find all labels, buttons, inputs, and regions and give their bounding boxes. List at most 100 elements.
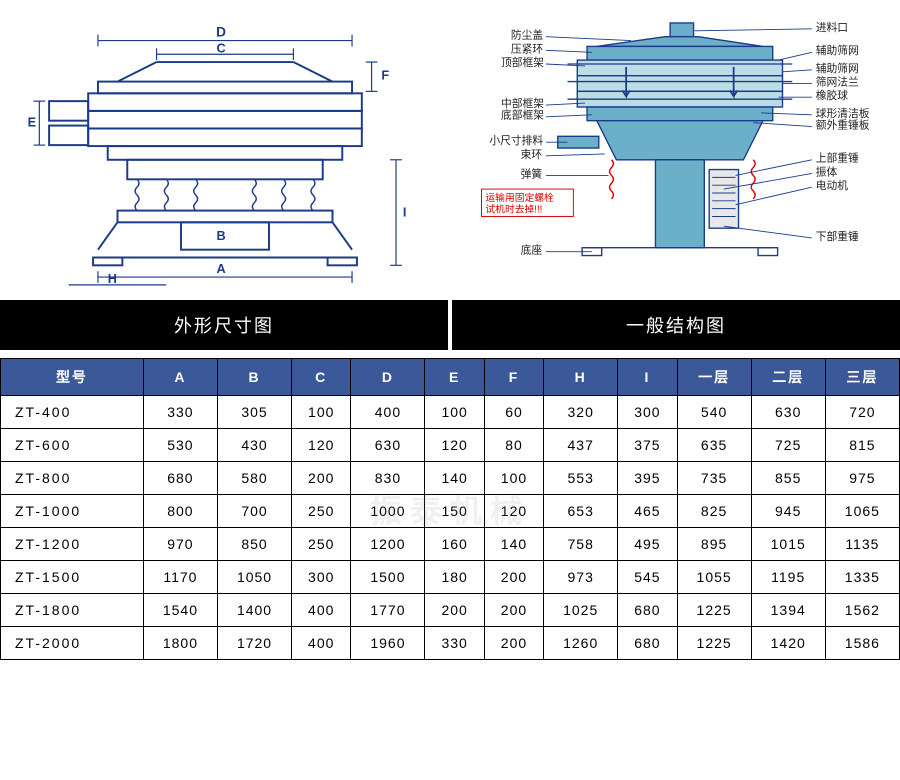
- table-cell: ZT-400: [1, 396, 144, 429]
- table-cell: 815: [825, 429, 899, 462]
- table-cell: 758: [544, 528, 618, 561]
- dim-f: F: [381, 69, 389, 83]
- lbl-rubber-ball: 橡胶球: [816, 89, 849, 102]
- table-cell: 945: [751, 495, 825, 528]
- table-cell: 400: [292, 627, 351, 660]
- lbl-inlet: 进料口: [816, 21, 848, 34]
- table-cell: 120: [425, 429, 484, 462]
- table-cell: 80: [484, 429, 543, 462]
- dim-a: A: [217, 262, 226, 276]
- diagrams-row: D C F E B A H I: [0, 0, 900, 300]
- table-cell: 495: [618, 528, 677, 561]
- lbl-base: 底座: [521, 244, 543, 257]
- table-cell: 973: [544, 561, 618, 594]
- table-cell: 1394: [751, 594, 825, 627]
- table-cell: 200: [292, 462, 351, 495]
- table-cell: 200: [484, 594, 543, 627]
- table-header-row: 型号ABCDEFHI一层二层三层: [1, 359, 900, 396]
- lbl-aux-screen2: 辅助筛网: [816, 62, 859, 75]
- table-cell: 200: [484, 561, 543, 594]
- table-cell: 855: [751, 462, 825, 495]
- table-header-cell: 型号: [1, 359, 144, 396]
- table-cell: 635: [677, 429, 751, 462]
- table-cell: 60: [484, 396, 543, 429]
- table-cell: 895: [677, 528, 751, 561]
- table-cell: 553: [544, 462, 618, 495]
- table-cell: 1540: [143, 594, 217, 627]
- dim-b: B: [217, 229, 226, 243]
- table-cell: 430: [217, 429, 291, 462]
- table-header-cell: C: [292, 359, 351, 396]
- table-cell: 1800: [143, 627, 217, 660]
- table-cell: 580: [217, 462, 291, 495]
- table-cell: 735: [677, 462, 751, 495]
- table-cell: ZT-800: [1, 462, 144, 495]
- warn-line2: 试机时去掉!!!: [485, 203, 542, 216]
- dim-i: I: [403, 205, 407, 219]
- table-cell: 100: [292, 396, 351, 429]
- lbl-aux-screen1: 辅助筛网: [816, 44, 859, 57]
- table-cell: 1015: [751, 528, 825, 561]
- table-cell: 680: [143, 462, 217, 495]
- table-header-cell: 二层: [751, 359, 825, 396]
- table-cell: 100: [484, 462, 543, 495]
- table-cell: 545: [618, 561, 677, 594]
- lbl-ball-clean: 球形清洁板: [816, 107, 870, 120]
- table-cell: 140: [425, 462, 484, 495]
- table-cell: 725: [751, 429, 825, 462]
- table-cell: 250: [292, 528, 351, 561]
- table-cell: 1225: [677, 594, 751, 627]
- warn-line1: 运输用固定螺栓: [485, 191, 554, 204]
- lbl-vibrator: 振体: [816, 165, 838, 178]
- table-cell: ZT-1800: [1, 594, 144, 627]
- table-cell: 160: [425, 528, 484, 561]
- table-header-cell: B: [217, 359, 291, 396]
- table-cell: ZT-1500: [1, 561, 144, 594]
- table-header-cell: E: [425, 359, 484, 396]
- table-cell: 680: [618, 627, 677, 660]
- table-cell: 1586: [825, 627, 899, 660]
- table-header-cell: H: [544, 359, 618, 396]
- table-cell: 653: [544, 495, 618, 528]
- table-cell: ZT-1000: [1, 495, 144, 528]
- table-cell: 180: [425, 561, 484, 594]
- table-cell: 400: [351, 396, 425, 429]
- table-cell: 1200: [351, 528, 425, 561]
- table-cell: 1000: [351, 495, 425, 528]
- table-cell: 140: [484, 528, 543, 561]
- dim-h: H: [108, 272, 117, 286]
- table-cell: 975: [825, 462, 899, 495]
- table-cell: 1135: [825, 528, 899, 561]
- table-cell: 150: [425, 495, 484, 528]
- lbl-motor: 电动机: [816, 179, 849, 192]
- table-row: ZT-800680580200830140100553395735855975: [1, 462, 900, 495]
- table-cell: 1225: [677, 627, 751, 660]
- table-cell: 800: [143, 495, 217, 528]
- table-header-cell: F: [484, 359, 543, 396]
- table-cell: 395: [618, 462, 677, 495]
- dim-e: E: [28, 116, 36, 130]
- table-body: ZT-40033030510040010060320300540630720ZT…: [1, 396, 900, 660]
- table-cell: 530: [143, 429, 217, 462]
- dimension-diagram-title: 外形尺寸图: [0, 300, 448, 350]
- diagram-labels-row: 外形尺寸图 一般结构图: [0, 300, 900, 350]
- dim-d: D: [216, 25, 226, 40]
- table-cell: 680: [618, 594, 677, 627]
- table-header-cell: 一层: [677, 359, 751, 396]
- spec-table: 型号ABCDEFHI一层二层三层 ZT-40033030510040010060…: [0, 358, 900, 660]
- table-cell: 320: [544, 396, 618, 429]
- table-cell: 300: [292, 561, 351, 594]
- table-row: ZT-1000800700250100015012065346582594510…: [1, 495, 900, 528]
- table-cell: 1050: [217, 561, 291, 594]
- table-cell: 1065: [825, 495, 899, 528]
- table-cell: 100: [425, 396, 484, 429]
- table-cell: 1770: [351, 594, 425, 627]
- lbl-press-ring: 压紧环: [511, 43, 544, 55]
- table-cell: 1025: [544, 594, 618, 627]
- table-cell: 465: [618, 495, 677, 528]
- table-cell: 120: [292, 429, 351, 462]
- table-cell: 1195: [751, 561, 825, 594]
- table-cell: 400: [292, 594, 351, 627]
- table-cell: 630: [351, 429, 425, 462]
- table-cell: 720: [825, 396, 899, 429]
